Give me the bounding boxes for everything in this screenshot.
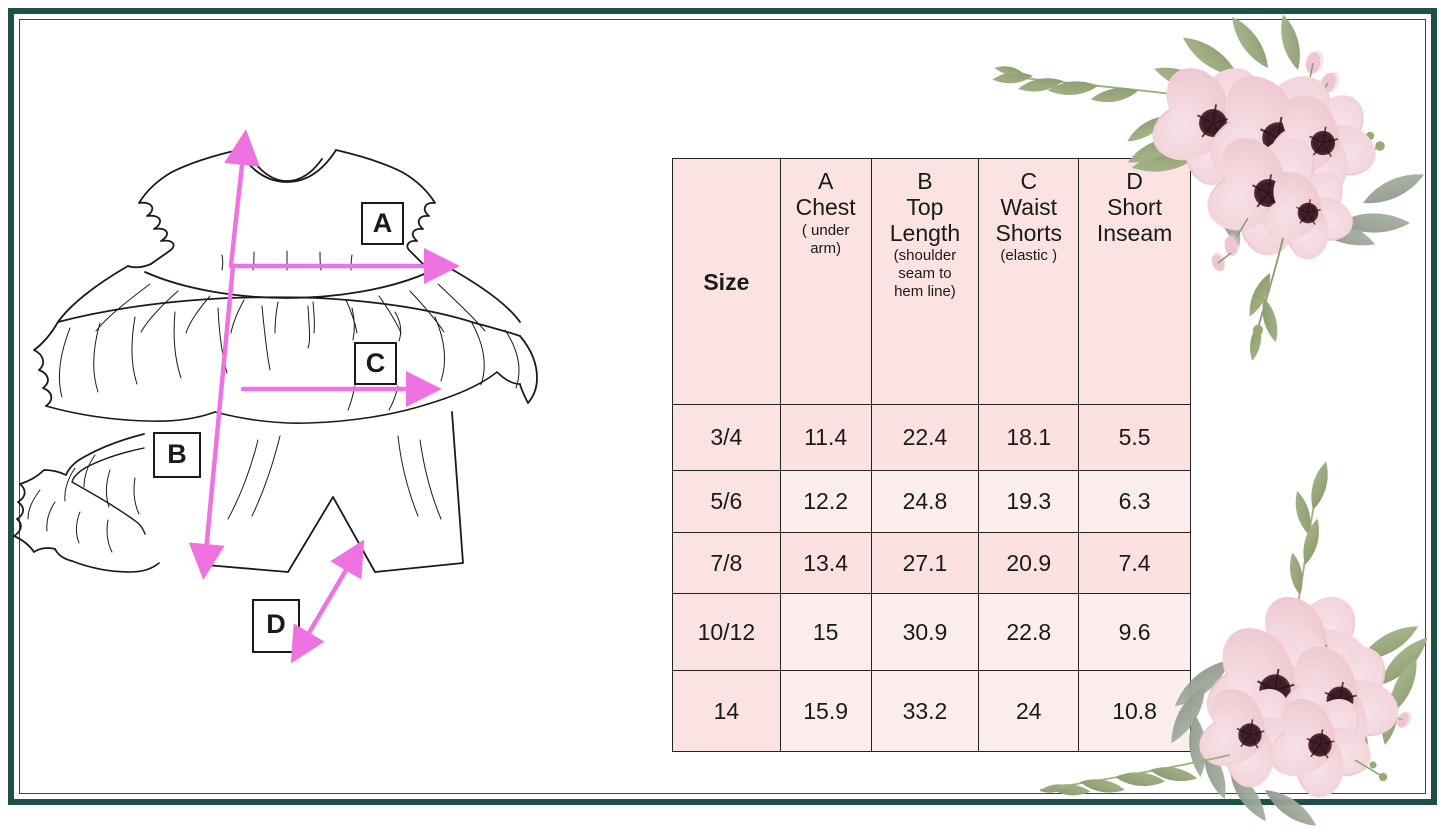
svg-text:A: A: [373, 208, 393, 238]
svg-text:D: D: [266, 609, 286, 639]
svg-text:B: B: [167, 439, 187, 469]
svg-text:C: C: [366, 348, 386, 378]
